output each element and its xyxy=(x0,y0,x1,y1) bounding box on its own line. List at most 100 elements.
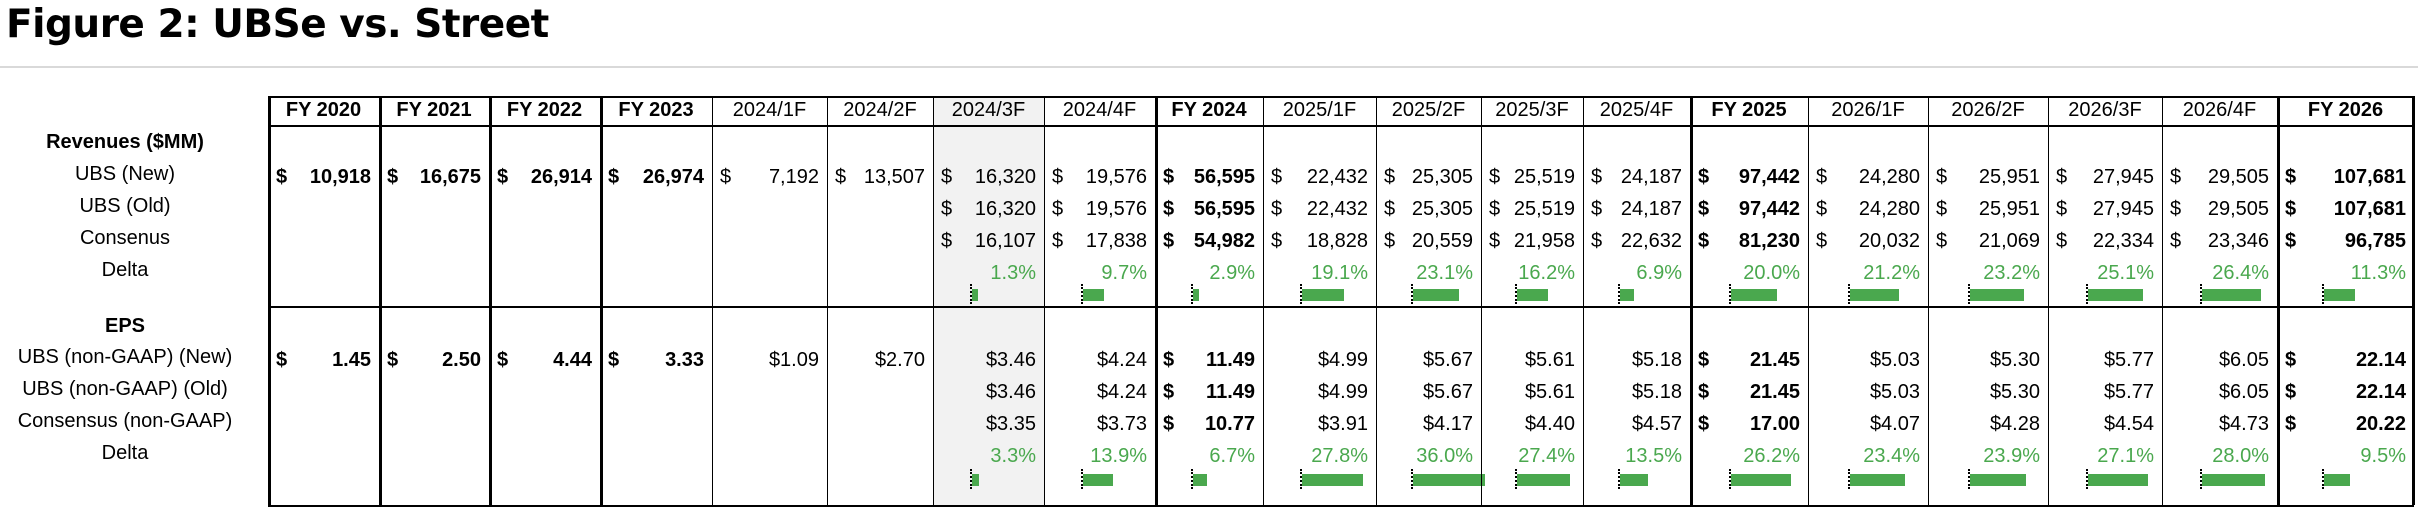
revenue-cell: $26,914 xyxy=(489,163,600,192)
delta-bar-fill xyxy=(1850,289,1899,301)
delta-bar-axis xyxy=(970,469,972,489)
delta-bar xyxy=(970,284,1038,304)
revenue-cell: $97,442 xyxy=(1690,163,1808,192)
column-header: 2024/3F xyxy=(951,99,1026,121)
value: $5.18 xyxy=(1631,381,1682,403)
currency-symbol: $ xyxy=(1163,413,1175,435)
currency-symbol: $ xyxy=(1816,166,1828,188)
value: 26,974 xyxy=(642,166,704,188)
delta-bar-axis xyxy=(1848,284,1850,304)
currency-symbol: $ xyxy=(1489,166,1501,188)
value: $5.61 xyxy=(1524,349,1575,371)
value: 22,632 xyxy=(1620,230,1682,252)
currency-symbol: $ xyxy=(497,166,509,188)
eps-cell: $6.05 xyxy=(2162,346,2277,375)
delta-bar xyxy=(1729,284,1802,304)
eps-cell: $22.14 xyxy=(2277,378,2414,407)
value: 21,958 xyxy=(1513,230,1575,252)
column-divider xyxy=(1263,96,1264,505)
value: 54,982 xyxy=(1193,230,1255,252)
currency-symbol: $ xyxy=(1163,349,1175,371)
eps-cell: $5.30 xyxy=(1928,346,2048,375)
delta-bar-axis xyxy=(2322,469,2324,489)
delta-bar-axis xyxy=(1729,469,1731,489)
revenue-cell: $13,507 xyxy=(827,163,933,192)
value: $5.61 xyxy=(1524,381,1575,403)
delta-value: 11.3% xyxy=(2350,262,2406,284)
revenues-section-label: Revenues ($MM) xyxy=(46,131,204,153)
row-label-eps-ubs-new: UBS (non-GAAP) (New) xyxy=(17,346,233,368)
delta-value: 13.9% xyxy=(1090,445,1147,467)
column-header: 2026/3F xyxy=(2068,99,2142,121)
value: 10,918 xyxy=(309,166,371,188)
row-label-eps-delta: Delta xyxy=(101,442,149,464)
currency-symbol: $ xyxy=(1816,198,1828,220)
row-label-ubs-new: UBS (New) xyxy=(74,163,175,185)
revenue-cell: $19,576 xyxy=(1044,163,1155,192)
delta-bar-axis xyxy=(2200,469,2202,489)
revenue-cell: $25,519 xyxy=(1481,195,1583,224)
delta-value: 23.9% xyxy=(1983,445,2040,467)
currency-symbol: $ xyxy=(1163,381,1175,403)
value: 25,951 xyxy=(1978,198,2040,220)
value: 23,346 xyxy=(2207,230,2269,252)
value: 29,505 xyxy=(2207,166,2269,188)
value: $5.77 xyxy=(2103,349,2154,371)
column-header: 2026/2F xyxy=(1951,99,2025,121)
delta-bar xyxy=(1848,284,1922,304)
value: 16,320 xyxy=(974,198,1036,220)
revenue-cell: $19,576 xyxy=(1044,195,1155,224)
delta-bar xyxy=(1300,469,1370,489)
value: 16,675 xyxy=(419,166,481,188)
delta-bar xyxy=(1618,469,1684,489)
delta-bar-axis xyxy=(1300,469,1302,489)
eps-cell: $1.09 xyxy=(712,346,827,375)
delta-bar-fill xyxy=(972,474,979,486)
currency-symbol: $ xyxy=(1271,198,1283,220)
currency-symbol: $ xyxy=(2285,198,2297,220)
delta-bar-fill xyxy=(1970,289,2024,301)
delta-value: 26.2% xyxy=(1743,445,1800,467)
value: 24,280 xyxy=(1858,198,1920,220)
column-divider xyxy=(827,96,828,505)
eps-cell: $22.14 xyxy=(2277,346,2414,375)
value: 2.50 xyxy=(442,349,481,371)
delta-bar-axis xyxy=(2086,284,2088,304)
delta-bar-fill xyxy=(1193,289,1199,301)
delta-bar-fill xyxy=(1731,474,1791,486)
eps-cell: $4.17 xyxy=(1376,410,1481,439)
delta-value: 19.1% xyxy=(1311,262,1368,284)
delta-bar-fill xyxy=(1083,289,1104,301)
currency-symbol: $ xyxy=(1816,230,1828,252)
delta-bar xyxy=(1081,284,1149,304)
revenue-cell: $24,187 xyxy=(1583,163,1690,192)
eps-cell: $3.46 xyxy=(933,378,1044,407)
horizontal-rule xyxy=(268,96,2414,98)
value: 25,519 xyxy=(1513,198,1575,220)
value: $5.03 xyxy=(1869,381,1920,403)
delta-bar-axis xyxy=(1515,469,1517,489)
currency-symbol: $ xyxy=(1271,230,1283,252)
value: 13,507 xyxy=(863,166,925,188)
value: $3.46 xyxy=(985,381,1036,403)
eps-cell: $4.57 xyxy=(1583,410,1690,439)
currency-symbol: $ xyxy=(1052,166,1064,188)
value: 21.45 xyxy=(1749,381,1800,403)
revenue-cell: $27,945 xyxy=(2048,195,2162,224)
value: 20.22 xyxy=(2355,413,2406,435)
value: 29,505 xyxy=(2207,198,2269,220)
delta-value: 1.3% xyxy=(990,262,1036,284)
eps-cell: $5.18 xyxy=(1583,378,1690,407)
eps-cell: $5.03 xyxy=(1808,378,1928,407)
delta-bar xyxy=(1729,469,1802,489)
eps-cell: $4.54 xyxy=(2048,410,2162,439)
column-header: FY 2024 xyxy=(1171,99,1247,121)
delta-bar-axis xyxy=(1411,284,1413,304)
currency-symbol: $ xyxy=(2170,230,2182,252)
delta-bar xyxy=(1191,284,1257,304)
revenue-cell: $16,320 xyxy=(933,163,1044,192)
delta-value: 9.5% xyxy=(2360,445,2406,467)
currency-symbol: $ xyxy=(941,230,953,252)
column-divider xyxy=(1376,96,1377,505)
revenue-cell: $107,681 xyxy=(2277,195,2414,224)
